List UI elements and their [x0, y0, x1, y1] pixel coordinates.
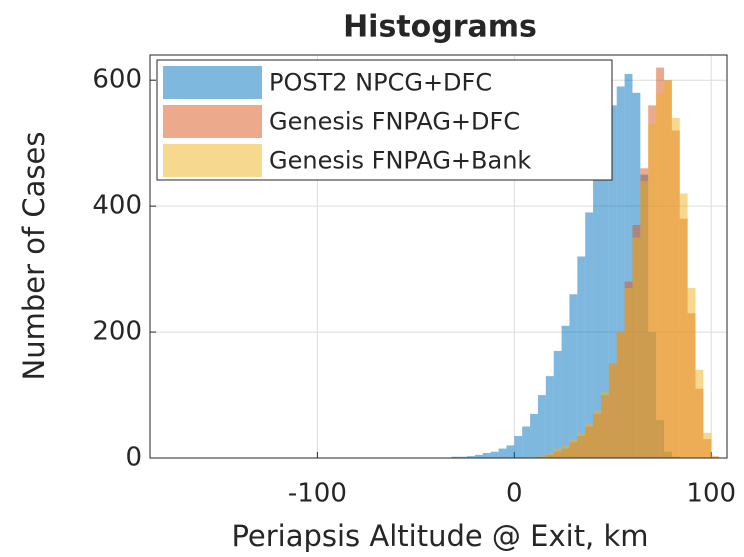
y-tick-label: 200 — [92, 317, 142, 347]
legend-swatch — [163, 66, 262, 99]
histogram-bar — [545, 452, 554, 458]
histogram-bar — [608, 105, 617, 458]
histogram-bar — [593, 410, 601, 458]
x-tick-label: -100 — [288, 479, 347, 509]
histogram-bar — [482, 452, 491, 458]
histogram-bar — [616, 86, 625, 458]
histogram-bar — [537, 456, 546, 458]
histogram-bar — [640, 180, 649, 458]
histogram-bar — [679, 193, 688, 458]
histogram-bar — [687, 287, 696, 458]
histogram-bar — [451, 456, 460, 458]
x-axis-label: Periapsis Altitude @ Exit, km — [231, 519, 648, 553]
histogram-bar — [671, 117, 680, 458]
histogram-bar — [600, 143, 609, 458]
histogram-bar — [545, 376, 554, 458]
histogram-bar — [530, 413, 538, 458]
histogram-bar — [608, 363, 617, 458]
histogram-bar — [577, 256, 586, 458]
histogram-bar — [498, 448, 507, 458]
histogram-bar — [703, 432, 712, 458]
y-tick-label: 400 — [92, 191, 142, 221]
histogram-bar — [553, 448, 562, 458]
legend-label: POST2 NPCG+DFC — [269, 69, 492, 97]
histogram-bar — [553, 350, 562, 458]
histogram-bar — [656, 92, 664, 458]
histogram-bar — [522, 426, 531, 458]
histogram-bar — [695, 369, 704, 458]
x-tick-label: 100 — [686, 479, 736, 509]
histogram-bar — [514, 435, 523, 458]
histogram-bar — [577, 432, 586, 458]
histogram-bar — [506, 445, 515, 458]
histogram-bar — [711, 456, 720, 458]
axes-box — [149, 54, 728, 459]
legend-label: Genesis FNPAG+DFC — [269, 108, 520, 136]
histogram-bar — [624, 287, 633, 458]
histogram-bar — [569, 439, 578, 458]
histogram-bar — [569, 294, 578, 458]
histogram-bar — [585, 212, 594, 458]
y-axis-label: Number of Cases — [17, 132, 51, 381]
histogram-bar — [593, 174, 601, 458]
histogram-bar — [663, 80, 672, 458]
histogram-bar — [600, 391, 609, 458]
x-tick-label: 0 — [506, 479, 523, 509]
legend: POST2 NPCG+DFC Genesis FNPAG+DFC Genesis F… — [156, 59, 613, 181]
histogram-bar — [648, 124, 657, 458]
histogram-bar — [467, 456, 475, 458]
legend-swatch — [163, 105, 262, 138]
y-tick-label: 0 — [125, 443, 142, 473]
histogram-bar — [616, 332, 625, 458]
histogram-bar — [624, 73, 633, 458]
legend-label: Genesis FNPAG+Bank — [269, 147, 531, 175]
histogram-bar — [632, 237, 641, 458]
histogram-bar — [585, 423, 594, 458]
histogram-bar — [561, 325, 570, 458]
histogram-bar — [537, 395, 546, 458]
y-tick-label: 600 — [92, 65, 142, 95]
legend-swatch — [163, 144, 262, 177]
histogram-bar — [490, 451, 499, 458]
histogram-bar — [474, 454, 483, 458]
histogram-bar — [459, 456, 468, 458]
chart-title: Histograms — [343, 10, 537, 45]
histogram-bar — [561, 445, 570, 458]
